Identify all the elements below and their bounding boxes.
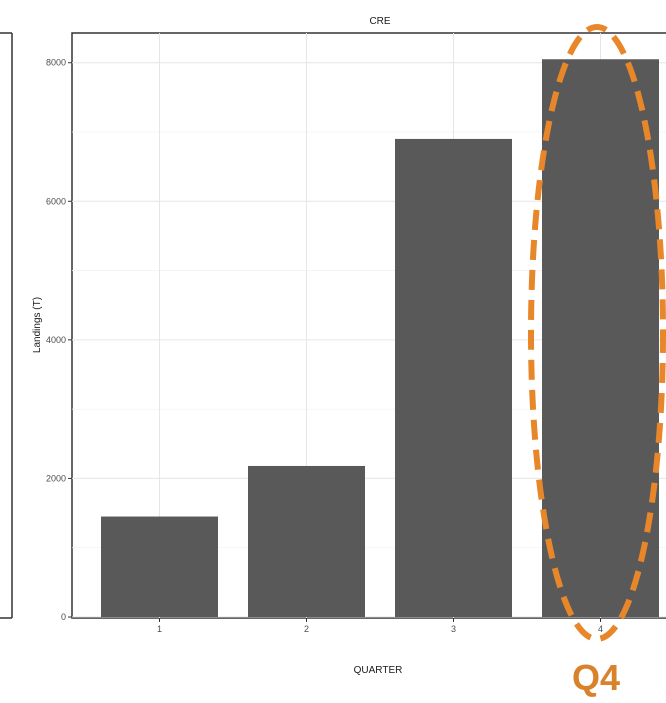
- x-tick-label: 3: [451, 624, 456, 634]
- bar-quarter-1: [101, 516, 218, 617]
- y-tick-label: 6000: [46, 196, 66, 206]
- y-axis-title: Landings (T): [32, 297, 43, 353]
- highlight-ellipse: [528, 24, 666, 642]
- y-tick-label: 8000: [46, 58, 66, 68]
- y-axis-ticks: 0 2000 4000 6000 8000: [46, 58, 72, 622]
- highlight-callout-label: Q4: [572, 657, 620, 698]
- panel-strip-title: CRE: [369, 16, 390, 27]
- x-tick-label: 2: [304, 624, 309, 634]
- y-tick-label: 4000: [46, 335, 66, 345]
- x-axis-ticks: 1 2 3 4: [157, 618, 603, 634]
- x-axis-title: QUARTER: [354, 665, 403, 676]
- bar-quarter-3: [395, 138, 512, 617]
- y-tick-label: 2000: [46, 473, 66, 483]
- bar-quarter-4: [542, 59, 659, 617]
- bar-quarter-2: [248, 465, 365, 617]
- x-tick-label: 4: [598, 624, 603, 634]
- left-panel-fragment: [0, 32, 13, 619]
- y-tick-label: 0: [61, 612, 66, 622]
- bars: [101, 59, 659, 617]
- x-tick-label: 1: [157, 624, 162, 634]
